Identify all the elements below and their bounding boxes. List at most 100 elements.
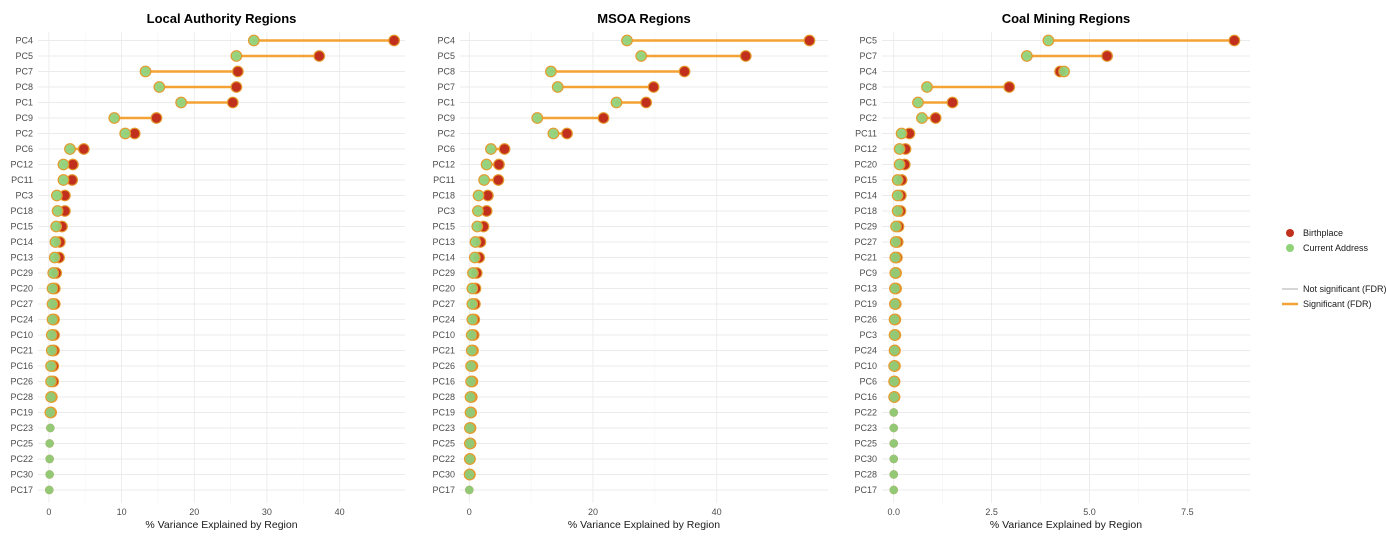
birthplace-point (1101, 50, 1114, 62)
current-address-point (247, 34, 260, 47)
y-tick-label: PC12 (432, 160, 455, 170)
birthplace-point (946, 96, 959, 109)
x-tick-label: 2.5 (985, 507, 998, 517)
current-address-point (463, 422, 476, 434)
x-axis-label: % Variance Explained by Region (145, 519, 297, 531)
y-tick-label: PC12 (854, 144, 877, 154)
y-tick-label: PC3 (15, 191, 33, 201)
current-address-point (889, 298, 901, 310)
y-tick-label: PC7 (437, 82, 455, 92)
legend-label-birthplace: Birthplace (1303, 228, 1343, 238)
current-address-point (466, 282, 479, 295)
current-address-point (531, 112, 544, 124)
y-tick-label: PC23 (10, 423, 33, 433)
y-tick-label: PC8 (437, 67, 455, 77)
x-axis-label: % Variance Explained by Region (568, 519, 720, 531)
current-address-point (485, 143, 497, 155)
current-address-point (45, 329, 58, 341)
current-address-point (45, 485, 54, 495)
y-tick-label: PC7 (859, 51, 877, 61)
y-tick-label: PC22 (854, 408, 877, 418)
current-address-point (889, 236, 902, 248)
birthplace-point (640, 96, 653, 109)
legend: Birthplace Current Address Not significa… (1282, 228, 1386, 309)
current-address-point (48, 251, 61, 264)
y-tick-label: PC2 (437, 129, 455, 139)
y-tick-label: PC23 (432, 423, 455, 433)
current-address-point (49, 236, 62, 248)
y-tick-label: PC28 (10, 392, 33, 402)
current-address-point (175, 96, 188, 109)
y-tick-label: PC26 (854, 315, 877, 325)
current-address-point (463, 453, 476, 465)
current-address-point (468, 251, 481, 264)
birthplace-point (647, 81, 660, 93)
birthplace-point (231, 65, 244, 78)
birthplace-point (492, 174, 505, 186)
current-address-point (51, 205, 64, 217)
current-address-point (916, 112, 928, 124)
current-address-point (46, 282, 59, 295)
current-address-point (466, 313, 479, 326)
y-tick-label: PC13 (10, 253, 33, 263)
current-address-point (57, 174, 70, 186)
current-address-point (464, 391, 477, 403)
current-address-point (545, 65, 557, 78)
birthplace-point (493, 158, 505, 171)
current-address-point (139, 65, 152, 78)
current-address-point (1058, 65, 1070, 78)
panel-title: Coal Mining Regions (1002, 11, 1131, 26)
birthplace-point (230, 81, 243, 93)
birthplace-point (388, 34, 400, 47)
y-tick-label: PC14 (10, 237, 33, 247)
current-address-point (463, 468, 476, 481)
x-tick-label: 7.5 (1181, 507, 1194, 517)
y-tick-label: PC15 (854, 175, 877, 185)
current-address-point (46, 423, 55, 433)
current-address-point (889, 439, 898, 448)
chart-panel-2: MSOA Regions 0 20 40 PC4 PC5 PC8 PC7 PC1 PC9 PC2 PC… (432, 11, 828, 531)
y-tick-label: PC25 (10, 439, 33, 449)
y-tick-label: PC11 (433, 175, 455, 185)
current-address-point (889, 251, 902, 264)
current-address-point (45, 391, 57, 403)
y-tick-label: PC16 (432, 377, 455, 387)
birthplace-point (226, 96, 239, 109)
x-axis-label: % Variance Explained by Region (990, 519, 1142, 531)
y-tick-label: PC21 (854, 253, 877, 263)
y-tick-label: PC27 (854, 237, 877, 247)
current-address-point (889, 267, 902, 279)
current-address-point (45, 439, 54, 448)
current-address-point (889, 485, 898, 495)
legend-label-not-significant: Not significant (FDR) (1303, 284, 1386, 294)
y-tick-label: PC4 (859, 67, 877, 77)
current-address-point (153, 81, 166, 93)
y-tick-label: PC17 (432, 485, 455, 495)
y-tick-label: PC29 (854, 222, 877, 232)
y-tick-label: PC25 (854, 439, 877, 449)
y-tick-label: PC19 (854, 299, 877, 309)
current-address-point (1020, 50, 1033, 62)
birthplace-point (1003, 81, 1016, 93)
current-address-point (465, 375, 478, 388)
y-tick-label: PC24 (432, 315, 455, 325)
panel-title: Local Authority Regions (147, 11, 297, 26)
current-address-point (890, 220, 902, 233)
y-tick-label: PC15 (10, 222, 33, 232)
current-address-point (888, 360, 901, 372)
current-address-point (891, 189, 904, 202)
legend-label-current-address: Current Address (1303, 243, 1369, 253)
x-tick-label: 0.0 (887, 507, 900, 517)
current-address-point (891, 174, 904, 186)
y-tick-label: PC2 (15, 129, 33, 139)
y-tick-label: PC13 (854, 284, 877, 294)
current-address-point (119, 127, 132, 140)
current-address-point (47, 267, 60, 279)
y-tick-label: PC19 (432, 408, 455, 418)
current-address-point (471, 220, 484, 233)
y-tick-label: PC8 (859, 82, 877, 92)
current-address-point (888, 344, 901, 357)
y-tick-label: PC12 (10, 160, 33, 170)
y-tick-label: PC11 (855, 129, 877, 139)
